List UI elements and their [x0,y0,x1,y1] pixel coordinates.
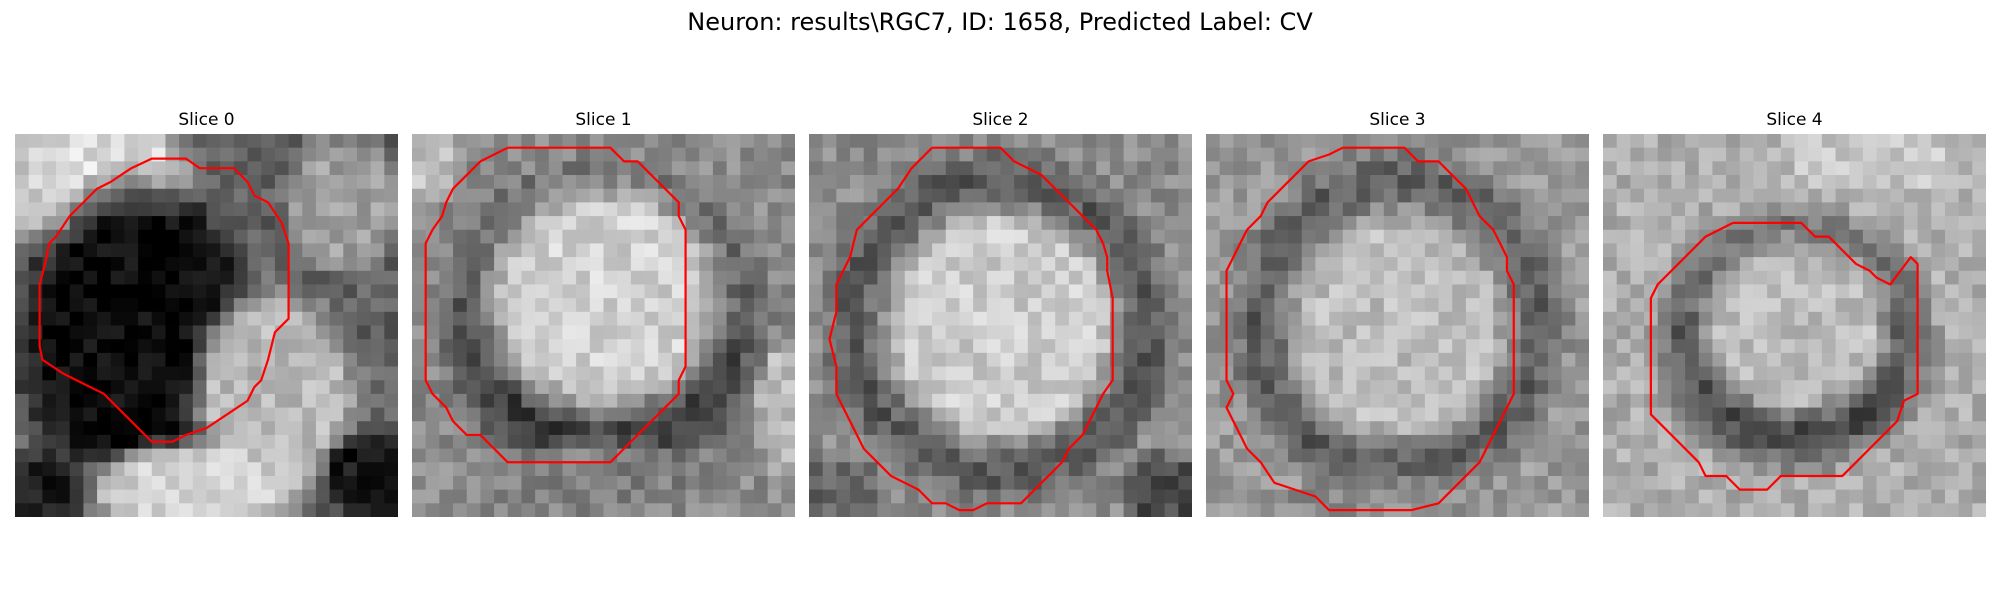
slice-title-3: Slice 3 [1206,110,1589,130]
slice-title-2: Slice 2 [809,110,1192,130]
slice-image-3 [1206,134,1589,517]
slice-panel-3: Slice 3 [1206,110,1589,520]
slice-title-0: Slice 0 [15,110,398,130]
slice-image-0 [15,134,398,517]
slice-panel-1: Slice 1 [412,110,795,520]
slice-image-4 [1603,134,1986,517]
slice-panel-2: Slice 2 [809,110,1192,520]
slice-title-1: Slice 1 [412,110,795,130]
slice-title-4: Slice 4 [1603,110,1986,130]
slice-image-2 [809,134,1192,517]
slice-panel-0: Slice 0 [15,110,398,520]
figure-title: Neuron: results\RGC7, ID: 1658, Predicte… [0,8,2000,36]
slice-image-1 [412,134,795,517]
slice-panel-4: Slice 4 [1603,110,1986,520]
